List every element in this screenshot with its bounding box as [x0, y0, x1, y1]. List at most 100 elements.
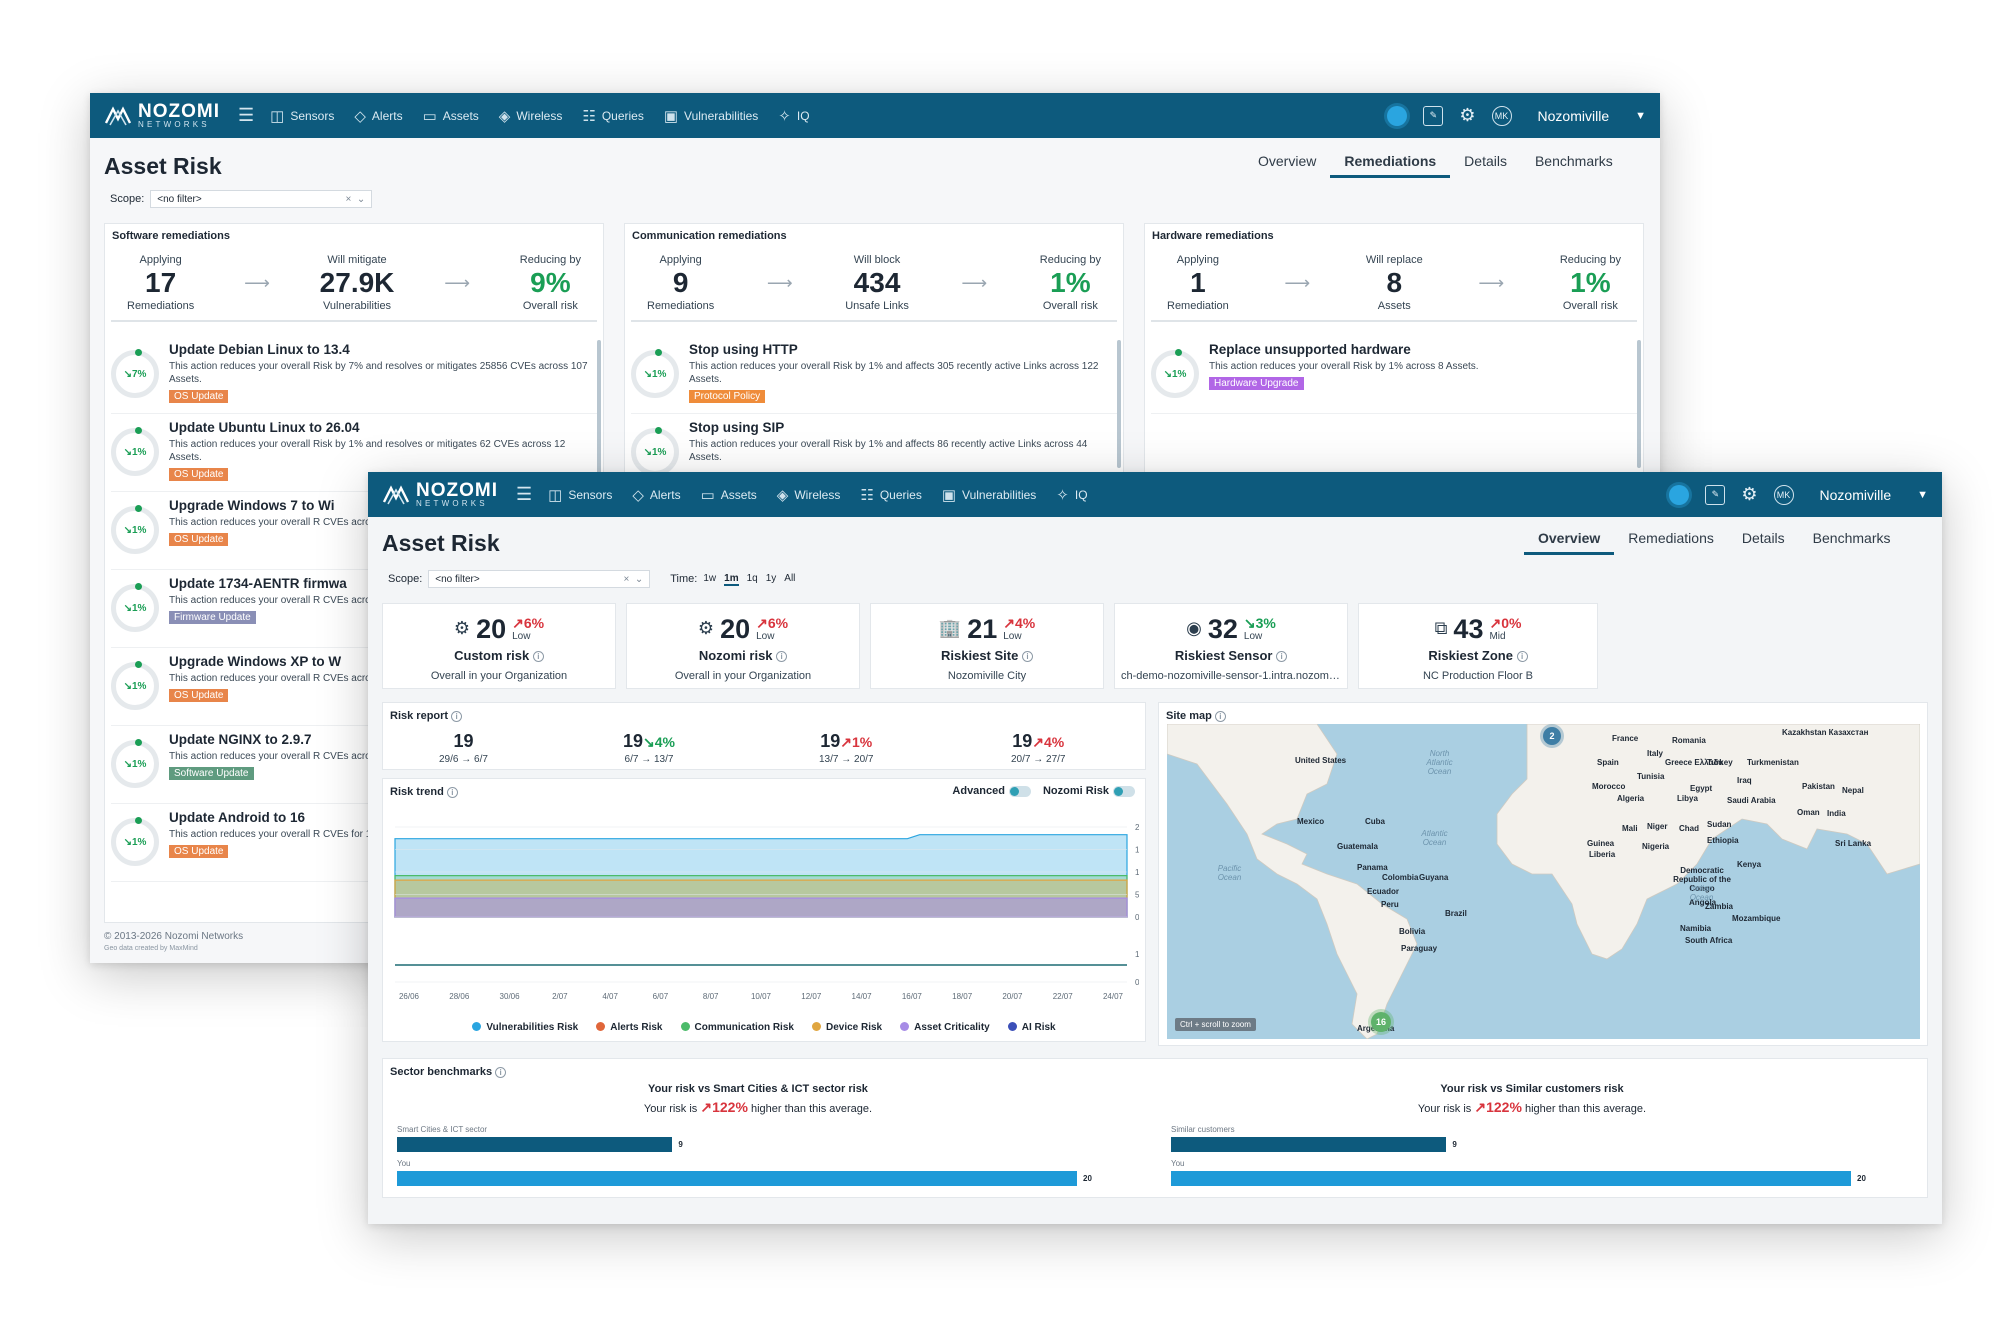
tab-details[interactable]: Details [1464, 153, 1507, 169]
remediation-list[interactable]: ↘1% Replace unsupported hardware This acti… [1151, 336, 1637, 472]
remediation-title[interactable]: Update Android to 16 [169, 810, 306, 825]
time-option-1y[interactable]: 1y [765, 572, 777, 584]
tab-overview[interactable]: Overview [1524, 530, 1615, 555]
kpi-card[interactable]: ⚙ 20 ↗6% Low Nozomi risk i Overall in your Or… [626, 603, 860, 689]
info-icon[interactable]: i [1021, 651, 1033, 663]
time-option-1w[interactable]: 1w [703, 572, 717, 584]
remediation-list[interactable]: ↘1% Stop using HTTP This action reduces yo… [631, 336, 1117, 472]
info-icon[interactable]: i [1276, 651, 1288, 663]
avatar[interactable]: MK [1491, 105, 1512, 126]
nav-item-queries[interactable]: ☷ Queries [860, 486, 921, 504]
sector-bar[interactable] [1171, 1137, 1447, 1152]
nav-item-wireless[interactable]: ◈ Wireless [777, 486, 841, 504]
remediation-item[interactable]: ↘7% Update Debian Linux to 13.4 This actio… [111, 336, 597, 414]
chevron-down-icon[interactable]: ▼ [1635, 109, 1646, 122]
menu-icon[interactable]: ☰ [516, 484, 533, 504]
chevron-down-icon[interactable]: ▼ [1917, 488, 1928, 501]
nav-item-wireless[interactable]: ◈ Wireless [499, 107, 563, 125]
map-cluster-marker[interactable]: 16 [1371, 1012, 1391, 1032]
status-icon[interactable] [1387, 105, 1408, 126]
info-icon[interactable]: i [776, 651, 788, 663]
advanced-toggle[interactable]: Advanced [952, 785, 1031, 797]
info-icon[interactable]: i [532, 651, 544, 663]
nozomi-logo[interactable]: NOZOMI NETWORKS [104, 102, 220, 129]
legend-item[interactable]: Communication Risk [681, 1022, 794, 1033]
org-selector[interactable]: Nozomiville [1819, 486, 1892, 503]
nav-item-vulnerabilities[interactable]: ▣ Vulnerabilities [664, 107, 758, 125]
nav-item-alerts[interactable]: ◇ Alerts [354, 107, 402, 125]
remediation-title[interactable]: Stop using HTTP [689, 342, 798, 357]
toggle-switch[interactable] [1113, 785, 1135, 797]
info-icon[interactable]: i [1214, 710, 1226, 722]
legend-item[interactable]: Alerts Risk [596, 1022, 662, 1033]
time-option-1q[interactable]: 1q [746, 572, 758, 584]
remediation-title[interactable]: Update Debian Linux to 13.4 [169, 342, 350, 357]
tab-details[interactable]: Details [1741, 530, 1785, 546]
org-selector[interactable]: Nozomiville [1537, 107, 1610, 124]
remediation-title[interactable]: Replace unsupported hardware [1209, 342, 1411, 357]
nozomi-risk-toggle[interactable]: Nozomi Risk [1043, 785, 1135, 797]
scrollbar[interactable] [1117, 340, 1121, 468]
tab-remediations[interactable]: Remediations [1330, 153, 1451, 178]
remediation-item[interactable]: ↘1% Stop using HTTP This action reduces yo… [631, 336, 1117, 414]
info-icon[interactable]: i [1516, 651, 1528, 663]
nav-item-vulnerabilities[interactable]: ▣ Vulnerabilities [942, 486, 1036, 504]
legend-item[interactable]: Device Risk [812, 1022, 882, 1033]
remediation-title[interactable]: Update 1734-AENTR firmwa [169, 576, 347, 591]
gear-icon[interactable]: ⚙ [1741, 484, 1758, 504]
remediation-title[interactable]: Stop using SIP [689, 420, 785, 435]
remediation-title[interactable]: Upgrade Windows 7 to Wi [169, 498, 335, 513]
nav-item-sensors[interactable]: ◫ Sensors [548, 486, 612, 504]
gear-icon[interactable]: ⚙ [1459, 105, 1476, 125]
remediation-title[interactable]: Update Ubuntu Linux to 26.04 [169, 420, 360, 435]
remediation-item[interactable]: ↘1% Update 1734-AENTR firmwa This action r… [111, 570, 597, 648]
remediation-item[interactable]: ↘1% Update NGINX to 2.9.7 This action redu… [111, 726, 597, 804]
time-option-1m[interactable]: 1m [724, 572, 739, 586]
tab-benchmarks[interactable]: Benchmarks [1534, 153, 1613, 169]
remediation-title[interactable]: Upgrade Windows XP to W [169, 654, 342, 669]
nav-item-sensors[interactable]: ◫ Sensors [270, 107, 334, 125]
status-icon[interactable] [1669, 484, 1690, 505]
scope-select[interactable]: <no filter> × ⌄ [150, 190, 373, 208]
scrollbar[interactable] [1637, 340, 1641, 468]
map-cluster-marker[interactable]: 2 [1543, 727, 1561, 745]
remediation-item[interactable]: ↘1% Upgrade Windows XP to W This action re… [111, 648, 597, 726]
nozomi-logo[interactable]: NOZOMI NETWORKS [382, 481, 498, 508]
remediation-item[interactable]: ↘1% Replace unsupported hardware This acti… [1151, 336, 1637, 414]
info-icon[interactable]: i [446, 786, 458, 798]
toggle-switch[interactable] [1008, 785, 1031, 797]
tasks-icon[interactable]: ✎ [1705, 484, 1726, 505]
remediation-title[interactable]: Update NGINX to 2.9.7 [169, 732, 312, 747]
remediation-item[interactable]: ↘1% Stop using SIP This action reduces you… [631, 414, 1117, 472]
legend-item[interactable]: Vulnerabilities Risk [472, 1022, 578, 1033]
nav-item-assets[interactable]: ▭ Assets [423, 107, 479, 125]
world-map[interactable]: United States Mexico Cuba Guatemala Panama Co… [1167, 724, 1920, 1039]
kpi-card[interactable]: ◉ 32 ↘3% Low Riskiest Sensor i ch-demo-nozomi… [1114, 603, 1348, 689]
tab-benchmarks[interactable]: Benchmarks [1812, 530, 1891, 546]
remediation-item[interactable]: ↘1% Update Android to 16 This action reduc… [111, 804, 597, 882]
info-icon[interactable]: i [451, 710, 463, 722]
nav-item-iq[interactable]: ✧ IQ [778, 107, 809, 125]
scope-select[interactable]: <no filter> × ⌄ [428, 570, 651, 588]
tab-overview[interactable]: Overview [1258, 153, 1317, 169]
nav-item-alerts[interactable]: ◇ Alerts [632, 486, 680, 504]
kpi-card[interactable]: ⚙ 20 ↗6% Low Custom risk i Overall in your Or… [382, 603, 616, 689]
menu-icon[interactable]: ☰ [238, 105, 255, 125]
nav-item-queries[interactable]: ☷ Queries [582, 107, 643, 125]
remediation-list[interactable]: ↘7% Update Debian Linux to 13.4 This actio… [111, 336, 597, 916]
tab-remediations[interactable]: Remediations [1628, 530, 1714, 546]
time-option-All[interactable]: All [784, 572, 796, 584]
you-bar[interactable] [397, 1171, 1077, 1186]
clear-icon[interactable]: × ⌄ [345, 193, 366, 205]
legend-item[interactable]: Asset Criticality [900, 1022, 990, 1033]
clear-icon[interactable]: × ⌄ [623, 573, 644, 585]
sector-bar[interactable] [397, 1137, 673, 1152]
nav-item-iq[interactable]: ✧ IQ [1056, 486, 1087, 504]
you-bar[interactable] [1171, 1171, 1851, 1186]
kpi-card[interactable]: 🏢 21 ↗4% Low Riskiest Site i Nozomiville City [870, 603, 1104, 689]
tasks-icon[interactable]: ✎ [1423, 105, 1444, 126]
avatar[interactable]: MK [1773, 484, 1794, 505]
legend-item[interactable]: AI Risk [1008, 1022, 1056, 1033]
kpi-card[interactable]: ⧉ 43 ↗0% Mid Riskiest Zone i NC Production Fl… [1358, 603, 1598, 689]
remediation-item[interactable]: ↘1% Upgrade Windows 7 to Wi This action re… [111, 492, 597, 570]
